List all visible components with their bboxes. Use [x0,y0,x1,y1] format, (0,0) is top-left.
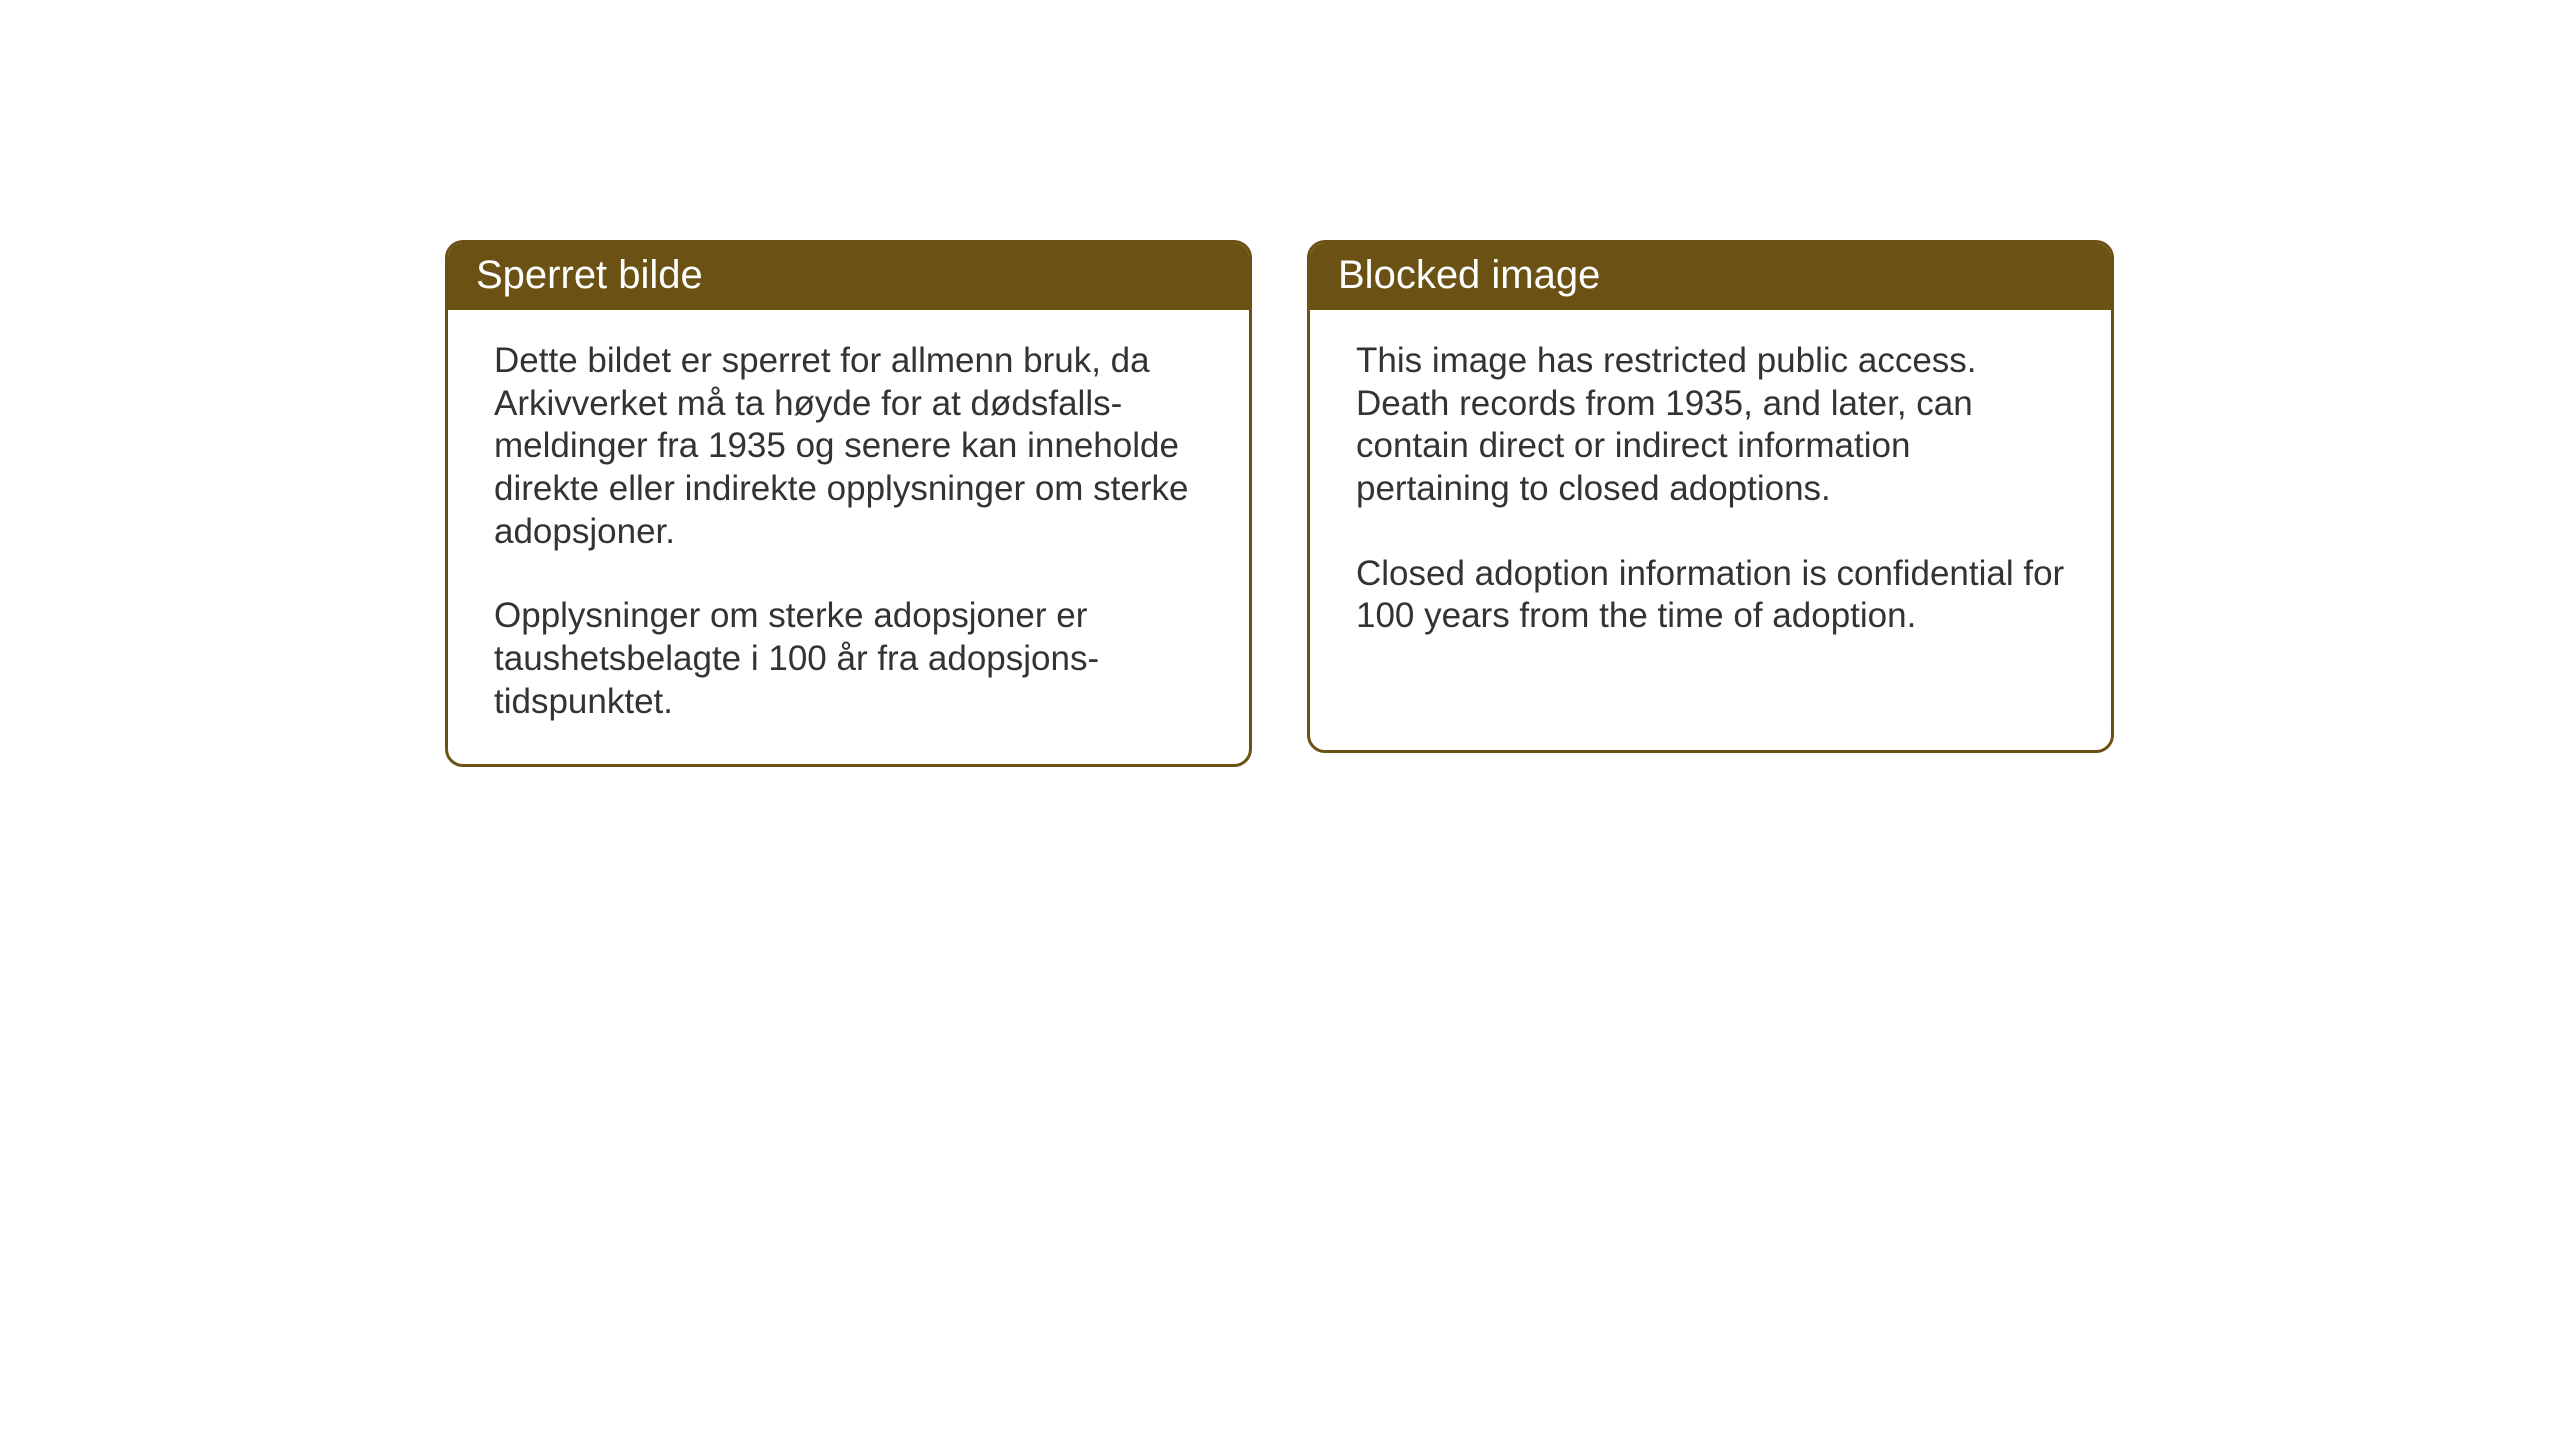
card-paragraph-english-2: Closed adoption information is confident… [1356,553,2069,638]
card-paragraph-english-1: This image has restricted public access.… [1356,340,2069,511]
card-body-english: This image has restricted public access.… [1310,310,2111,678]
notice-container: Sperret bilde Dette bildet er sperret fo… [445,240,2114,767]
card-paragraph-norwegian-2: Opplysninger om sterke adopsjoner er tau… [494,595,1207,723]
card-body-norwegian: Dette bildet er sperret for allmenn bruk… [448,310,1249,764]
notice-card-norwegian: Sperret bilde Dette bildet er sperret fo… [445,240,1252,767]
card-title-norwegian: Sperret bilde [476,253,703,297]
card-header-norwegian: Sperret bilde [448,243,1249,310]
card-header-english: Blocked image [1310,243,2111,310]
card-paragraph-norwegian-1: Dette bildet er sperret for allmenn bruk… [494,340,1207,553]
notice-card-english: Blocked image This image has restricted … [1307,240,2114,753]
card-title-english: Blocked image [1338,253,1600,297]
